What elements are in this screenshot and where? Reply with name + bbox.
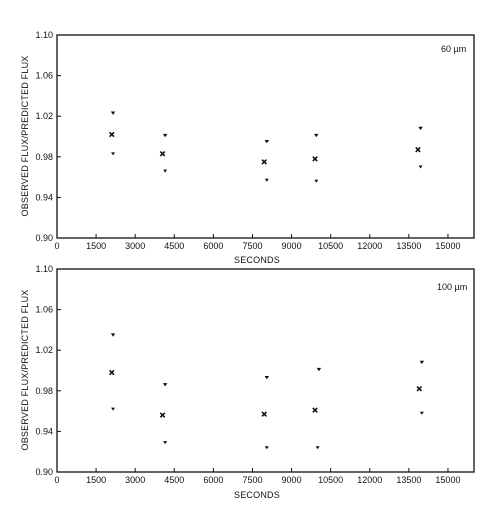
x-tick-label: 4500 [164,241,184,251]
x-tick-label: 13500 [396,475,421,485]
panel-label: 60 µm [441,44,466,54]
y-tick-label: 0.94 [35,192,53,202]
x-tick-label: 0 [54,475,59,485]
x-axis-label: SECONDS [234,490,280,500]
x-tick-label: 7500 [242,241,262,251]
ticks: 0 1500 3000 4500 6000 7500 9000 10500 12000 13500… [35,264,460,485]
data-points [108,111,423,183]
lower-point [264,446,269,450]
upper-point [418,126,423,131]
x-tick-label: 6000 [203,241,223,251]
x-axis-label: SECONDS [234,255,280,265]
mean-point [416,386,423,392]
upper-point [314,133,319,138]
y-tick-label: 1.02 [35,111,53,121]
x-tick-label: 6000 [203,475,223,485]
lower-point [264,178,269,182]
x-tick-label: 15000 [435,475,460,485]
x-tick-label: 12000 [357,475,382,485]
mean-point [159,412,166,418]
mean-point [312,156,318,162]
upper-point [316,367,322,372]
x-tick-label: 15000 [435,241,460,251]
data-points [108,333,425,450]
lower-point [111,152,116,156]
y-tick-label: 1.06 [35,305,53,315]
x-tick-label: 1500 [86,241,106,251]
y-tick-label: 0.90 [35,467,53,477]
x-tick-label: 9000 [282,475,302,485]
y-axis-label: OBSERVED FLUX/PREDICTED FLUX [20,56,30,217]
x-tick-label: 3000 [125,475,145,485]
lower-point [163,441,168,445]
lower-point [418,165,423,169]
lower-point [163,169,168,173]
lower-point [419,411,424,415]
x-tick-label: 9000 [282,241,302,251]
upper-point [110,333,116,337]
y-tick-label: 0.94 [35,426,53,436]
upper-point [110,111,116,115]
mean-point [312,407,318,413]
y-tick-label: 1.10 [35,264,53,274]
x-tick-label: 13500 [396,241,421,251]
mean-point [415,146,421,153]
lower-point [314,179,319,183]
upper-point [264,139,270,144]
x-tick-label: 4500 [164,475,184,485]
panel-100um: 100 µm OBSERVED FLUX/PREDICTED FLUX SECO… [20,264,475,500]
y-tick-label: 1.10 [35,30,53,40]
x-tick-label: 1500 [86,475,106,485]
lower-point [315,446,320,450]
upper-point [162,383,168,387]
panel-60um: 60 µm OBSERVED FLUX/PREDICTED FLUX SECON… [20,30,475,265]
x-tick-label: 10500 [318,241,343,251]
mean-point [108,131,115,138]
x-tick-label: 7500 [242,475,262,485]
lower-point [111,407,116,411]
y-tick-label: 0.90 [35,233,53,243]
mean-point [261,411,267,417]
mean-point [108,369,115,376]
mean-point [159,150,166,157]
ticks: 0 1500 3000 4500 6000 7500 9000 10500 12000 13500… [35,30,460,251]
y-axis-label: OBSERVED FLUX/PREDICTED FLUX [20,290,30,451]
y-tick-label: 1.02 [35,345,53,355]
y-tick-label: 1.06 [35,71,53,81]
upper-point [419,360,425,365]
plot-frame [56,34,475,239]
panel-label: 100 µm [437,282,467,292]
x-tick-label: 10500 [318,475,343,485]
x-tick-label: 0 [54,241,59,251]
y-tick-label: 0.98 [35,386,53,396]
y-tick-label: 0.98 [35,152,53,162]
plot-frame [56,268,475,473]
x-tick-label: 12000 [357,241,382,251]
mean-point [261,159,267,165]
x-tick-label: 3000 [125,241,145,251]
upper-point [264,376,270,380]
upper-point [162,133,168,138]
